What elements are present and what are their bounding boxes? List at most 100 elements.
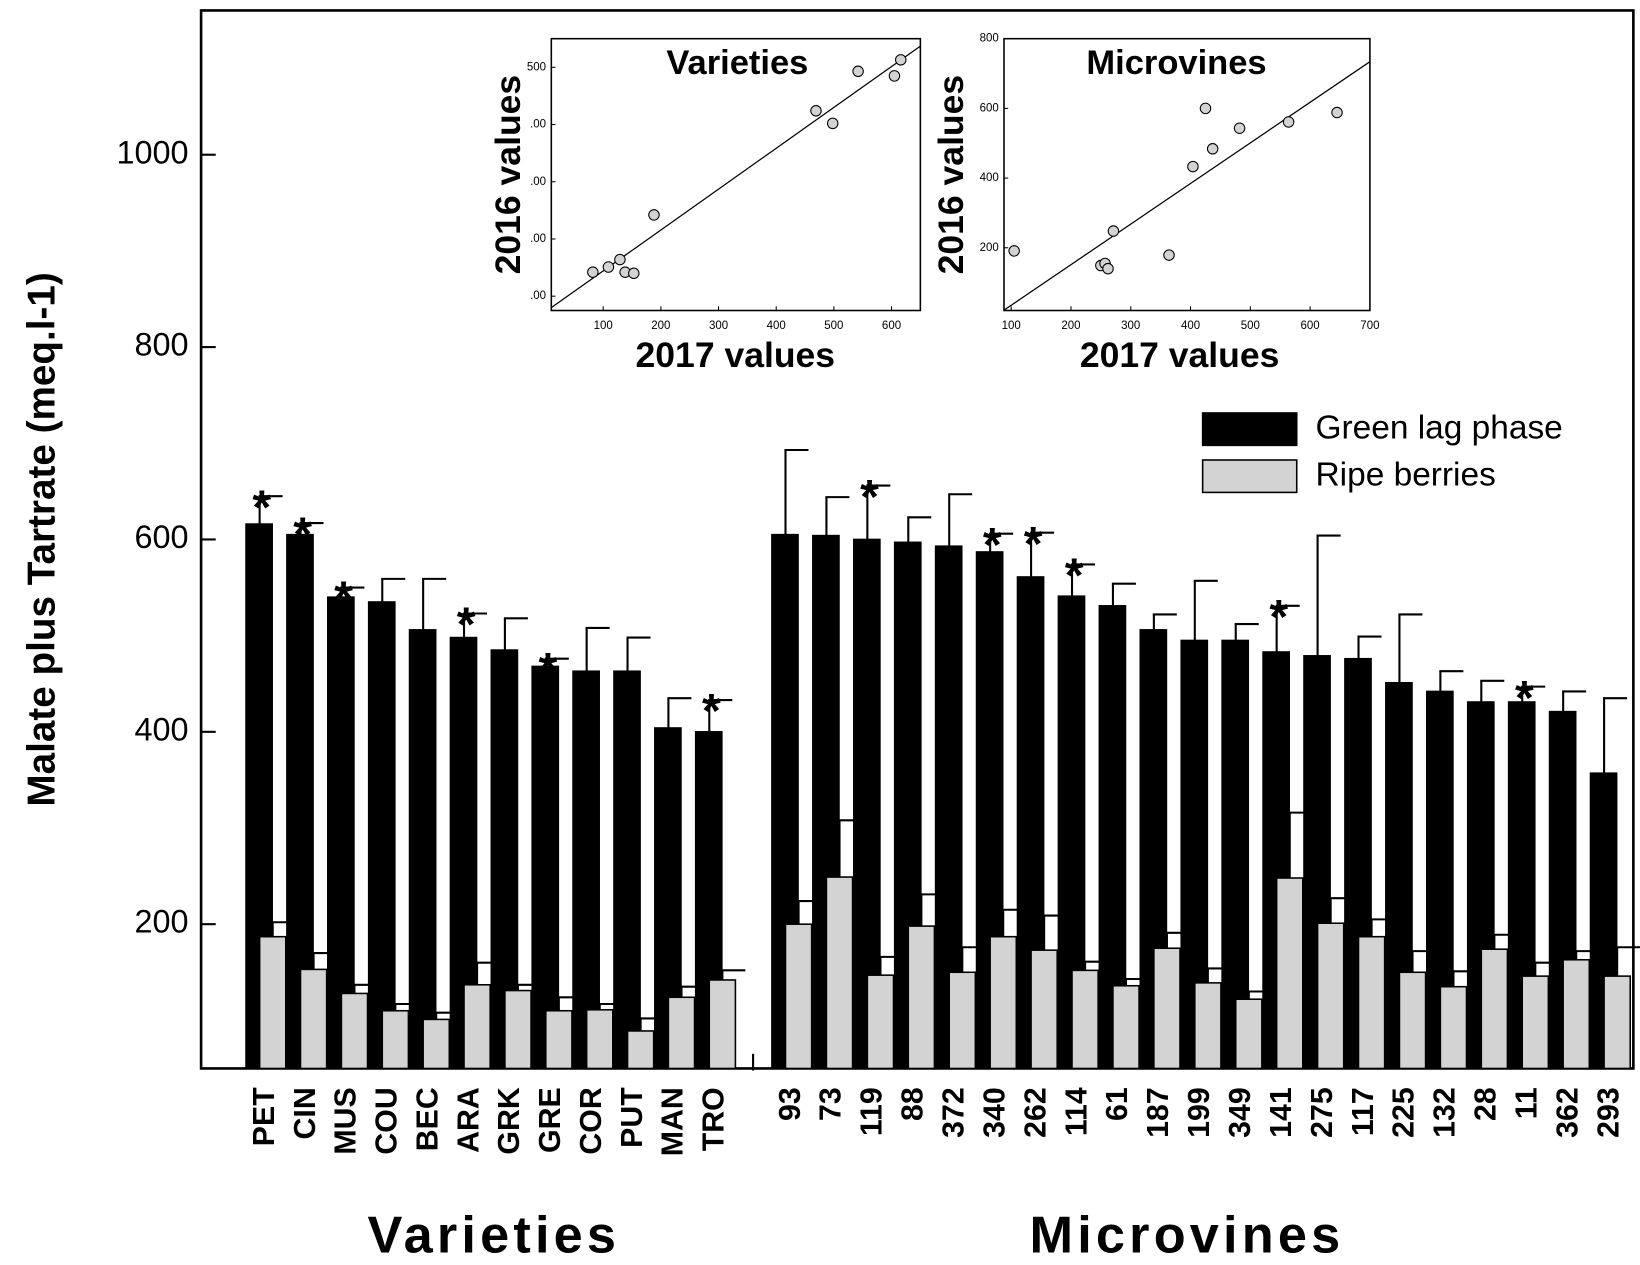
point [826, 117, 839, 130]
x-axis-label: 2017 values [636, 335, 836, 375]
x-tick-label: 200 [1061, 320, 1080, 332]
x-tick-label: 400 [767, 320, 786, 332]
legend-label: Green lag phase [1316, 410, 1563, 447]
x-tick-label: 187 [1142, 1087, 1175, 1138]
x-tick-label: 225 [1388, 1087, 1421, 1138]
x-tick-label: 349 [1224, 1087, 1257, 1138]
y-tick-label: .00 [530, 176, 546, 188]
bar [1603, 975, 1632, 1070]
point [852, 65, 864, 78]
bar [1398, 971, 1427, 1070]
x-tick-label: 141 [1265, 1087, 1298, 1138]
x-tick-label: 262 [1019, 1087, 1052, 1138]
x-tick-label: 600 [882, 320, 901, 332]
x-tick-label: 700 [1360, 320, 1379, 332]
x-tick-label: GRK [493, 1087, 526, 1154]
point [1187, 160, 1199, 173]
y-tick-label: 800 [980, 33, 999, 45]
x-tick-label: 11 [1511, 1087, 1544, 1119]
legend-swatch [1201, 412, 1298, 447]
bar [989, 935, 1018, 1070]
x-tick-label: 88 [897, 1087, 930, 1121]
significance-marker: * [1515, 671, 1534, 725]
point [1008, 245, 1020, 257]
bar [667, 996, 696, 1070]
x-tick-label: 199 [1183, 1087, 1216, 1138]
point [1206, 143, 1219, 155]
x-tick-label: 600 [1301, 320, 1320, 332]
bar [367, 601, 396, 1070]
bar [299, 968, 328, 1070]
fit-line [1003, 61, 1371, 311]
x-tick-label: MAN [657, 1087, 690, 1156]
y-tick-label: 400 [980, 172, 999, 184]
inset-title: Microvines [1086, 44, 1266, 82]
significance-marker: * [1269, 590, 1288, 644]
bar [1357, 935, 1386, 1070]
y-tick-label: .00 [530, 233, 546, 245]
x-tick-label: 293 [1592, 1087, 1625, 1138]
bar [463, 983, 491, 1070]
x-tick-label: 340 [978, 1087, 1011, 1138]
bar [1153, 947, 1181, 1070]
x-tick-label: MUS [330, 1087, 363, 1154]
bar [1071, 969, 1099, 1070]
x-tick-label: 200 [651, 320, 670, 332]
y-tick-label: 200 [980, 242, 999, 254]
point [1282, 116, 1295, 128]
significance-marker: * [1024, 517, 1043, 571]
x-tick-label: 400 [1181, 320, 1200, 332]
x-tick-label: 61 [1101, 1087, 1134, 1121]
x-tick-label: 500 [1241, 320, 1260, 332]
x-tick-label: 300 [709, 320, 728, 332]
x-tick-label: TRO [698, 1087, 731, 1151]
bar [1194, 982, 1222, 1070]
bar [866, 974, 895, 1070]
bar [1480, 948, 1509, 1070]
legend-swatch [1201, 459, 1298, 494]
bar [1439, 985, 1468, 1070]
bar [708, 979, 737, 1070]
bar [531, 665, 560, 1070]
y-axis-label: 2016 values [931, 75, 971, 275]
x-tick-label: 117 [1347, 1087, 1380, 1136]
y-tick-label: 600 [134, 519, 188, 555]
significance-marker: * [1065, 549, 1084, 603]
significance-marker: * [252, 480, 271, 534]
point [614, 253, 626, 266]
bar [340, 992, 369, 1070]
bar [784, 923, 813, 1070]
significance-marker: * [457, 598, 476, 652]
inset-title: Varieties [666, 44, 808, 82]
bar [626, 1030, 655, 1070]
point [1199, 102, 1212, 115]
bar [613, 670, 641, 1070]
x-tick-label: 362 [1551, 1087, 1584, 1138]
y-tick-label: 200 [134, 904, 188, 940]
significance-marker: * [334, 572, 353, 626]
y-tick-label: 500 [527, 61, 546, 73]
x-tick-label: COU [371, 1087, 404, 1154]
y-tick-label: 400 [134, 711, 188, 747]
bar [1521, 975, 1550, 1070]
point [628, 267, 640, 280]
inset-frame [1003, 37, 1371, 312]
bar [258, 935, 287, 1070]
point [587, 266, 599, 278]
bar [422, 1018, 451, 1070]
y-tick-label: 1000 [116, 134, 188, 170]
point [1107, 225, 1120, 237]
x-tick-label: 114 [1060, 1087, 1093, 1136]
x-tick-label: CIN [289, 1087, 322, 1139]
y-tick-label: 600 [980, 102, 999, 114]
x-tick-label: GRE [534, 1087, 567, 1153]
bar [544, 1009, 573, 1070]
x-tick-label: BEC [411, 1087, 444, 1151]
point [1233, 122, 1246, 134]
y-tick-label: .00 [530, 119, 546, 131]
x-tick-label: 275 [1306, 1087, 1339, 1138]
x-tick-label: 372 [937, 1087, 970, 1138]
bar [504, 989, 532, 1070]
x-tick-label: 93 [774, 1087, 807, 1121]
